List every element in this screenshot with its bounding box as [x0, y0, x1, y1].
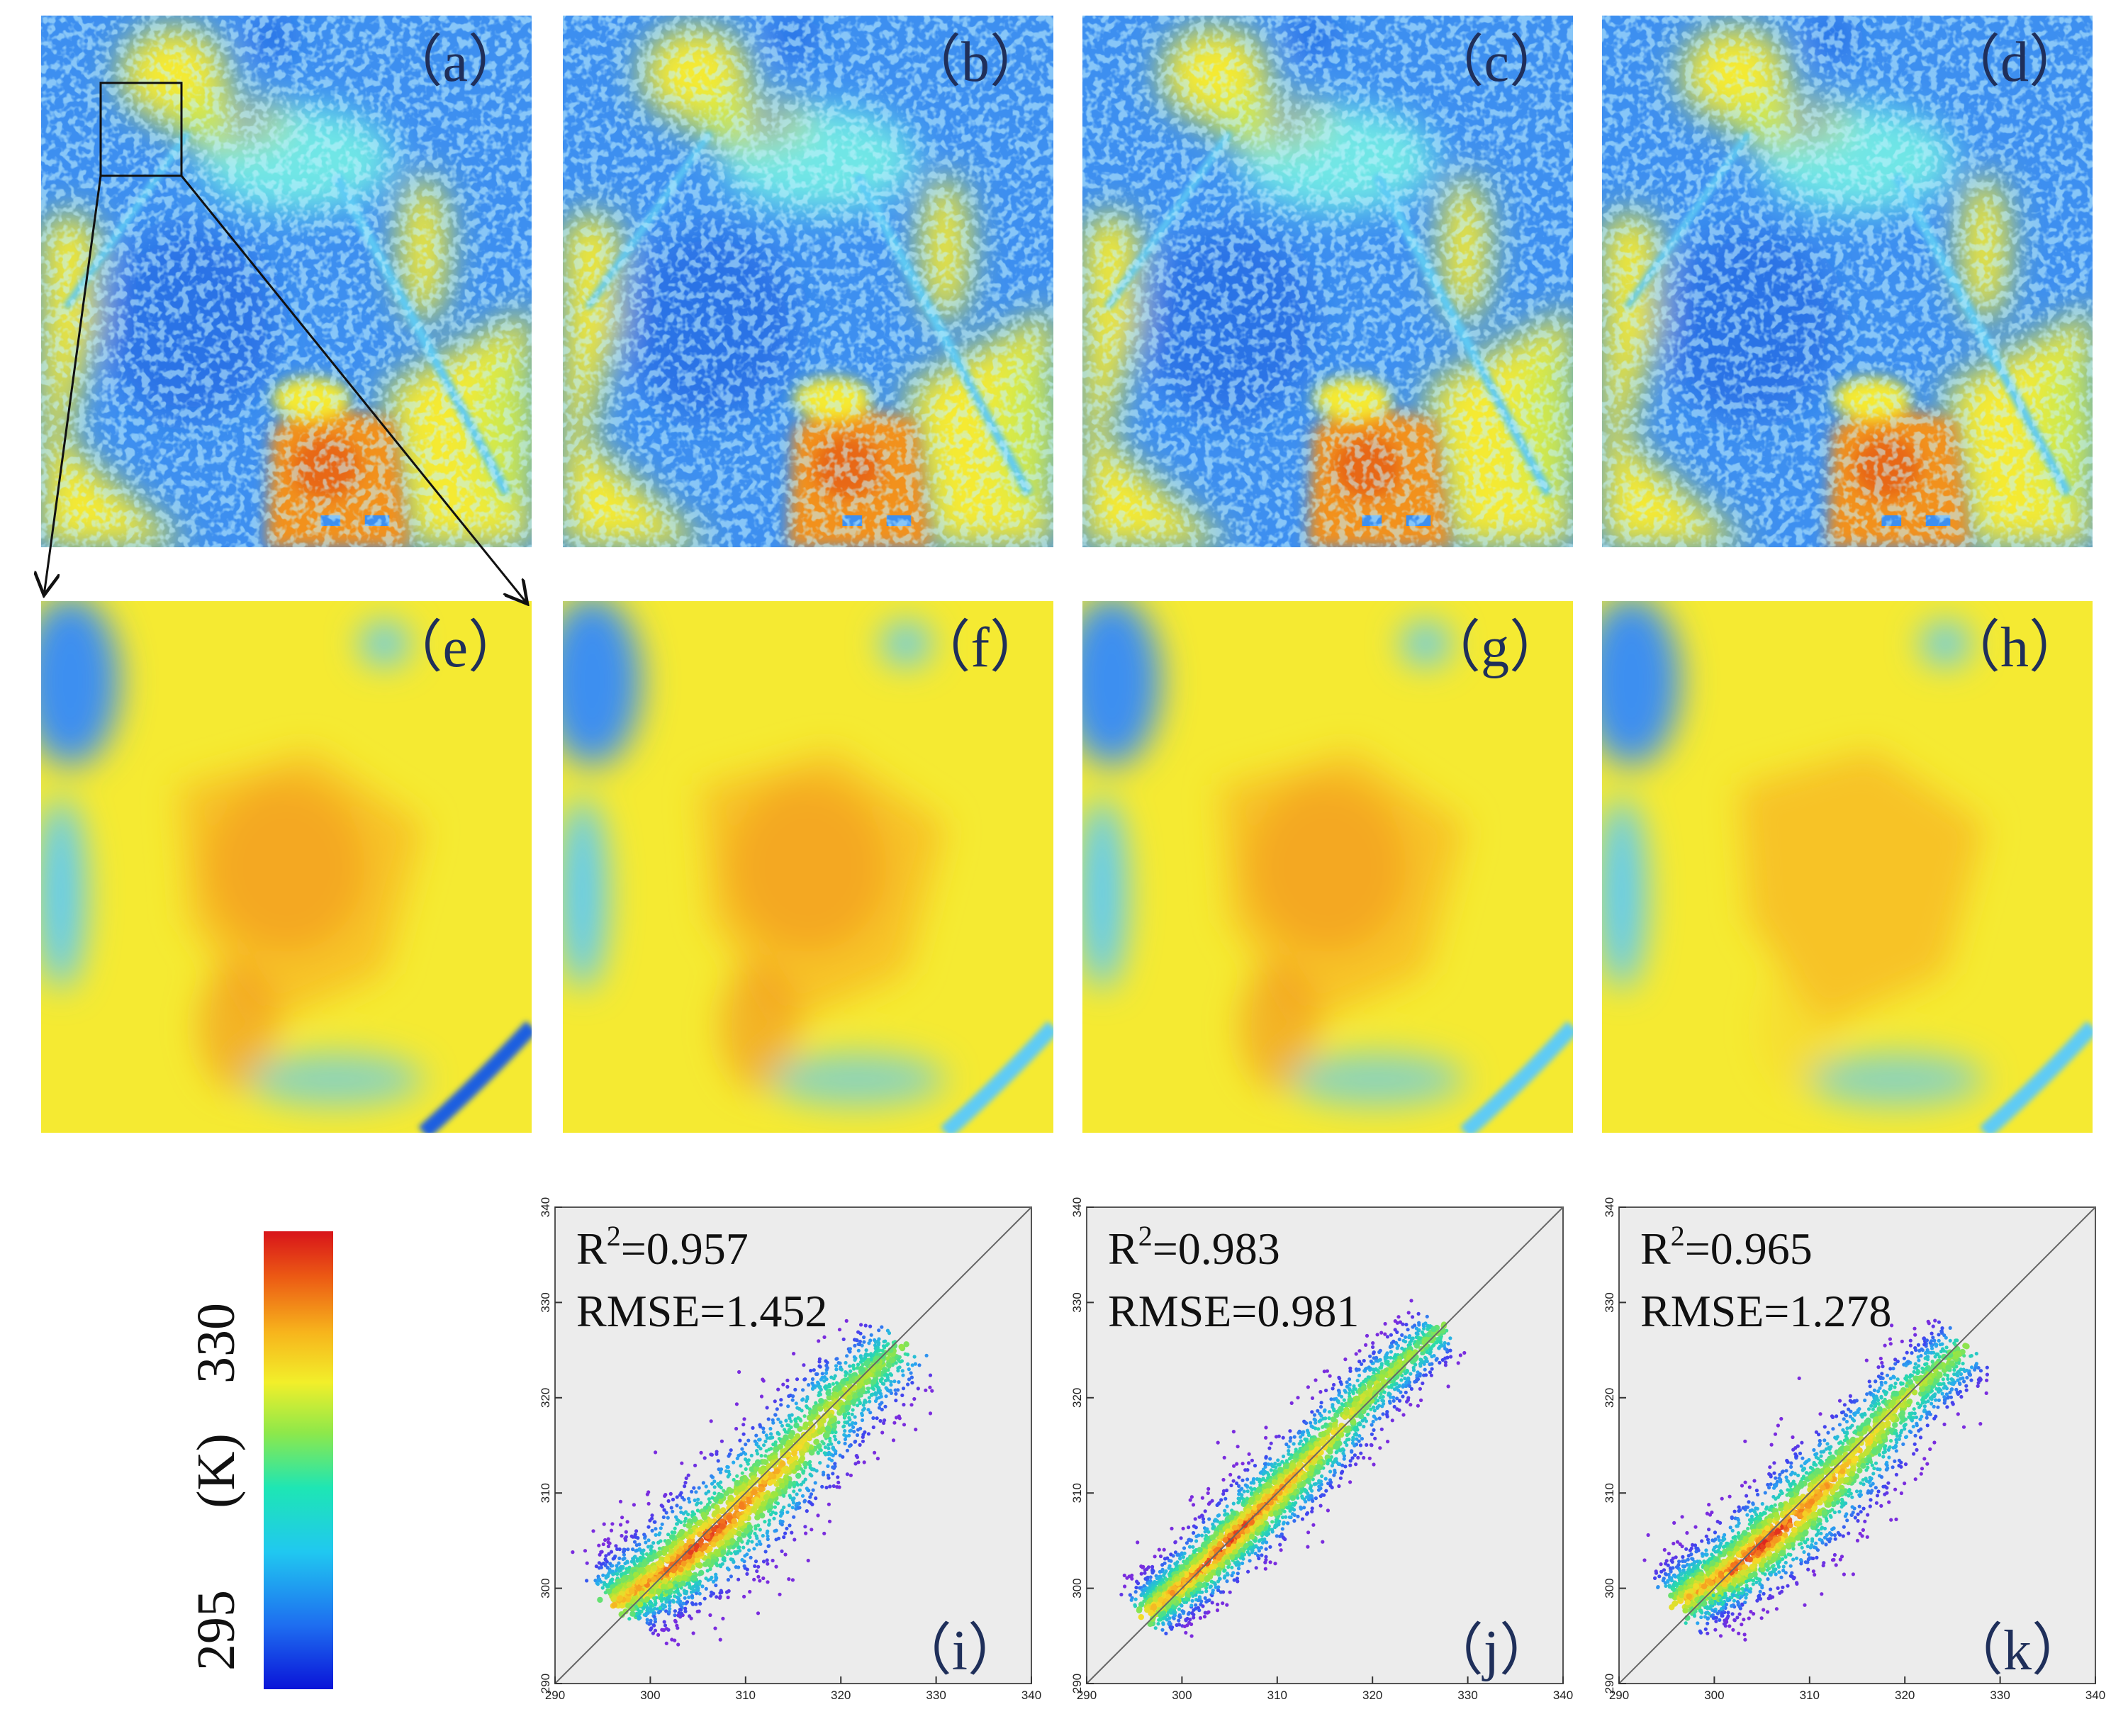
x-tick-label: 320: [831, 1689, 851, 1702]
scatter-plot-j: 290 300 310 320 330 340 290 300 310 320 330 340 R2=0…: [1070, 1197, 1573, 1702]
x-tick-label: 310: [1267, 1689, 1287, 1702]
rmse-label: RMSE=0.981: [1108, 1286, 1359, 1336]
map-panel-h: （h）: [1602, 601, 2093, 1133]
y-tick-label: 320: [1603, 1388, 1616, 1408]
scatter-plot-k: 290 300 310 320 330 340 290 300 310 320 330 340 R2=0…: [1603, 1197, 2105, 1702]
panel-label-f: （f）: [914, 617, 1046, 679]
x-tick-label: 330: [926, 1689, 946, 1702]
panel-label-k: （k）: [1947, 1620, 2088, 1682]
x-tick-label: 330: [1990, 1689, 2010, 1702]
y-tick-label: 290: [1070, 1674, 1084, 1693]
x-tick-label: 320: [1362, 1689, 1382, 1702]
y-tick-label: 290: [539, 1674, 552, 1693]
y-tick-label: 300: [1070, 1578, 1084, 1598]
panel-label-g: （g）: [1424, 617, 1566, 679]
one-to-one-line: [554, 1206, 1032, 1684]
y-tick-label: 330: [539, 1292, 552, 1312]
colorbar: 330 (K) 295: [186, 1231, 333, 1689]
x-tick-label: 290: [1609, 1689, 1629, 1702]
y-tick-label: 330: [1070, 1292, 1084, 1312]
zoom-arrow-left: [44, 175, 102, 595]
panel-label-i: （i）: [895, 1620, 1024, 1682]
x-tick-label: 300: [640, 1689, 660, 1702]
x-tick-label: 340: [1021, 1689, 1041, 1702]
y-tick-label: 340: [1603, 1197, 1616, 1217]
rmse-label: RMSE=1.452: [576, 1286, 827, 1336]
colorbar-min-label: 295: [186, 1590, 246, 1671]
x-tick-label: 300: [1172, 1689, 1192, 1702]
map-panel-b: （b）: [563, 16, 1053, 547]
x-tick-label: 290: [545, 1689, 565, 1702]
x-tick-label: 300: [1704, 1689, 1724, 1702]
y-tick-label: 300: [1603, 1578, 1616, 1598]
map-panel-g: （g）: [1082, 601, 1573, 1133]
colorbar-max-label: 330: [186, 1303, 246, 1384]
map-panel-d: （d）: [1602, 16, 2093, 547]
scatter-points: [1119, 1299, 1467, 1638]
panel-label-j: （j）: [1427, 1620, 1556, 1682]
x-tick-label: 310: [1800, 1689, 1820, 1702]
map-panel-c: （c）: [1082, 16, 1573, 547]
panel-label-c: （c）: [1427, 31, 1566, 94]
y-tick-label: 320: [539, 1388, 552, 1408]
y-tick-label: 340: [1070, 1197, 1084, 1217]
r2-label: R2=0.965: [1640, 1220, 1813, 1274]
one-to-one-line: [1618, 1206, 2096, 1684]
panel-label-d: （d）: [1944, 31, 2085, 94]
panel-label-a: （a）: [386, 31, 525, 94]
map-panel-e: （e）: [41, 601, 532, 1133]
x-tick-label: 340: [2085, 1689, 2105, 1702]
r2-label: R2=0.957: [576, 1220, 749, 1274]
y-tick-label: 300: [539, 1578, 552, 1598]
one-to-one-line: [1086, 1206, 1564, 1684]
y-tick-label: 290: [1603, 1674, 1616, 1693]
colorbar-unit-label: (K): [186, 1433, 246, 1508]
zoom-arrow-right: [180, 175, 527, 604]
r2-label: R2=0.983: [1108, 1220, 1280, 1274]
inset-box: [99, 82, 183, 177]
y-tick-label: 330: [1603, 1292, 1616, 1312]
map-panel-f: （f）: [563, 601, 1053, 1133]
x-tick-label: 320: [1895, 1689, 1915, 1702]
map-panel-a: （a）: [41, 16, 532, 547]
panel-label-b: （b）: [905, 31, 1046, 94]
x-tick-label: 340: [1553, 1689, 1573, 1702]
x-tick-label: 310: [736, 1689, 756, 1702]
y-tick-label: 310: [1070, 1483, 1084, 1503]
panel-label-h: （h）: [1944, 617, 2085, 679]
y-tick-label: 310: [1603, 1483, 1616, 1503]
y-tick-label: 320: [1070, 1388, 1084, 1408]
panel-label-e: （e）: [386, 617, 525, 679]
x-tick-label: 330: [1457, 1689, 1477, 1702]
rmse-label: RMSE=1.278: [1640, 1286, 1891, 1336]
scatter-plot-i: 290 300 310 320 330 340 290 300 310 320 330 340 R2=0…: [539, 1197, 1041, 1702]
y-tick-label: 340: [539, 1197, 552, 1217]
x-tick-label: 290: [1077, 1689, 1097, 1702]
scatter-points: [1642, 1318, 1989, 1642]
y-tick-label: 310: [539, 1483, 552, 1503]
colorbar-gradient: [264, 1231, 333, 1689]
